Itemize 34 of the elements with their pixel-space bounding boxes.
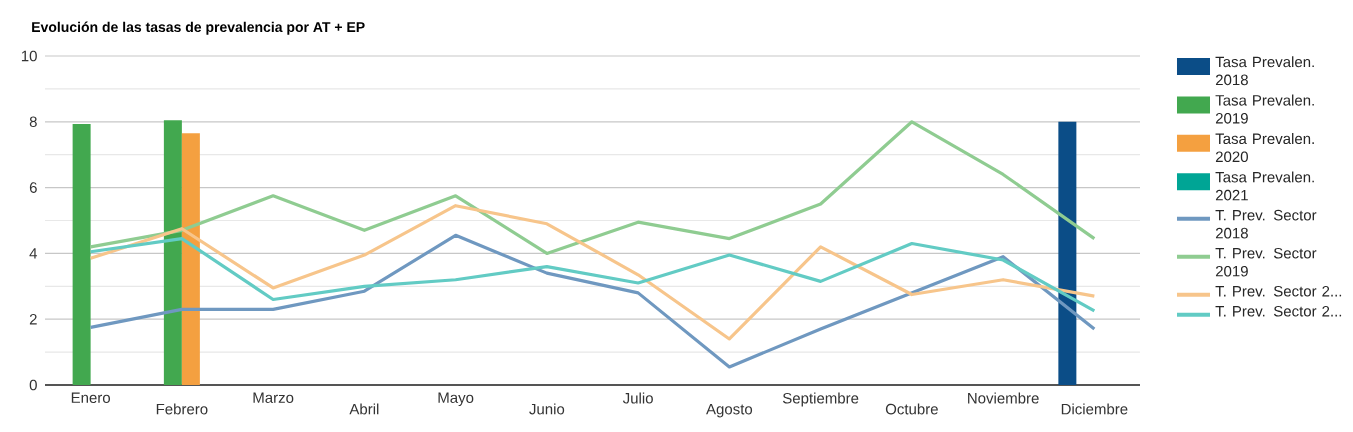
- y-tick-label: 10: [21, 50, 37, 62]
- legend-label: Tasa Prevalen. 2019: [1215, 94, 1314, 124]
- legend-label: T. Prev. Sector 2...: [1215, 305, 1342, 317]
- legend-label: Tasa Prevalen. 2020: [1215, 133, 1314, 163]
- y-tick-label: 2: [29, 313, 37, 325]
- x-tick-label: Diciembre: [1061, 403, 1128, 415]
- x-tick-label: Junio: [529, 403, 565, 415]
- y-tick-label: 4: [29, 248, 38, 259]
- bar: [181, 133, 200, 385]
- x-tick-label: Mayo: [438, 392, 474, 406]
- legend-label: T. Prev. Sector 2...: [1215, 285, 1342, 297]
- legend-label: T. Prev. Sector 2018: [1215, 209, 1317, 239]
- x-tick-label: Febrero: [156, 403, 208, 415]
- line-series: [89, 204, 1096, 341]
- x-tick-label: Octubre: [885, 403, 938, 415]
- y-tick-label: 0: [29, 379, 37, 391]
- legend-label: Tasa Prevalen. 2018: [1215, 56, 1314, 86]
- x-tick-label: Enero: [71, 392, 111, 403]
- x-tick-label: Noviembre: [968, 392, 1039, 404]
- line-series: [89, 237, 1096, 313]
- y-tick-label: 6: [29, 182, 37, 193]
- legend-label: T. Prev. Sector 2019: [1215, 247, 1317, 277]
- chart-title: Evolución de las tasas de prevalencia por AT + EP: [32, 21, 365, 35]
- bar: [72, 124, 91, 385]
- bar: [1058, 121, 1077, 385]
- x-tick-label: Julio: [622, 392, 653, 404]
- x-tick-label: Septiembre: [782, 392, 859, 407]
- bar: [163, 120, 182, 385]
- legend-label: Tasa Prevalen. 2021: [1215, 171, 1314, 201]
- y-tick-label: 8: [29, 116, 37, 128]
- line-series: [89, 120, 1096, 255]
- x-tick-label: Marzo: [253, 392, 294, 403]
- x-tick-label: Agosto: [706, 403, 753, 418]
- x-tick-label: Abril: [349, 403, 379, 415]
